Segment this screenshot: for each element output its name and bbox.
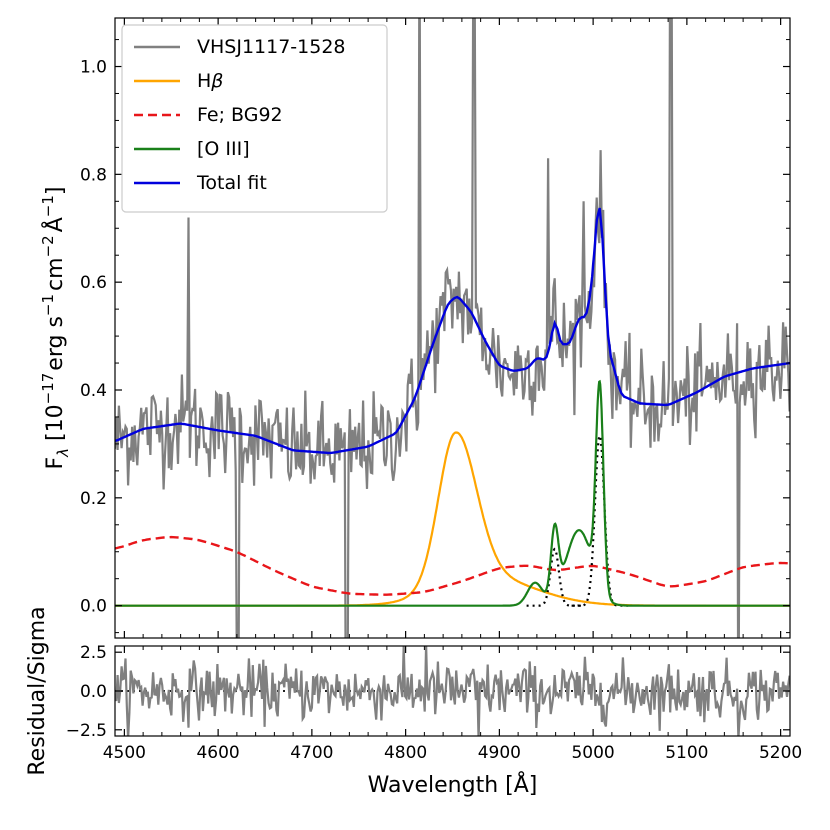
ylabel-unit1: erg s	[43, 316, 68, 371]
oiii-narrow-component-1	[571, 433, 628, 607]
y-tick-label: 1.0	[80, 58, 107, 78]
legend-label-2: Fe; BG92	[197, 104, 283, 126]
ylabel-lambda: λ	[54, 448, 72, 458]
resid-y-tick-label: 2.5	[80, 643, 107, 663]
oiii-line	[115, 379, 790, 607]
x-tick-label: 5000	[571, 743, 614, 763]
ylabel-close: ]	[43, 187, 68, 196]
main-plot-area	[115, 18, 790, 638]
residual-axis-label: Residual/Sigma	[25, 606, 50, 775]
legend-label-greek: β	[210, 70, 223, 92]
x-tick-label: 4600	[196, 743, 239, 763]
resid-y-tick-label: 0.0	[80, 682, 107, 702]
ylabel-unit2: cm	[43, 257, 68, 291]
y-tick-label: 0.4	[80, 381, 107, 401]
resid-y-tick-label: −2.5	[66, 721, 107, 741]
x-tick-label: 5100	[665, 743, 708, 763]
ylabel-exp4: −1	[39, 195, 57, 217]
hbeta-line	[115, 431, 790, 607]
legend-label-4: Total fit	[196, 172, 267, 194]
ylabel-F: F	[43, 457, 68, 470]
y-tick-label: 0.8	[80, 165, 107, 185]
x-tick-label: 4500	[103, 743, 146, 763]
ylabel-unit3: Å	[41, 217, 68, 232]
oiii-narrow-component-0	[526, 547, 583, 607]
legend-box	[121, 24, 388, 213]
fe-template-line	[115, 535, 790, 596]
x-tick-label: 4700	[290, 743, 333, 763]
x-axis-label: Wavelength [Å]	[368, 771, 538, 798]
total-fit-line	[115, 207, 790, 455]
residual-line	[115, 646, 790, 736]
ylabel-open: [10	[43, 404, 68, 448]
residual-plot-area	[115, 646, 790, 736]
main-panel-frame	[114, 17, 791, 639]
observed-spectrum-line	[115, 18, 790, 638]
legend-label-3: [O III]	[197, 138, 250, 160]
ylabel-exp2: −1	[39, 294, 57, 316]
ylabel-exp3: −2	[39, 235, 57, 257]
y-tick-label: 0.2	[80, 489, 107, 509]
x-tick-label: 4800	[384, 743, 427, 763]
legend-label-1: Hβ	[197, 70, 223, 92]
x-tick-label: 5200	[759, 743, 802, 763]
legend-label-0: VHSJ1117-1528	[197, 36, 346, 58]
y-tick-label: 0.6	[80, 273, 107, 293]
y-tick-label: 0.0	[80, 597, 107, 617]
x-tick-label: 4900	[478, 743, 521, 763]
ylabel-exp1: −17	[39, 373, 57, 405]
y-axis-label: Fλ [10−17erg s−1cm−2Å−1]	[39, 187, 72, 470]
legend-label-plain: H	[197, 70, 211, 92]
